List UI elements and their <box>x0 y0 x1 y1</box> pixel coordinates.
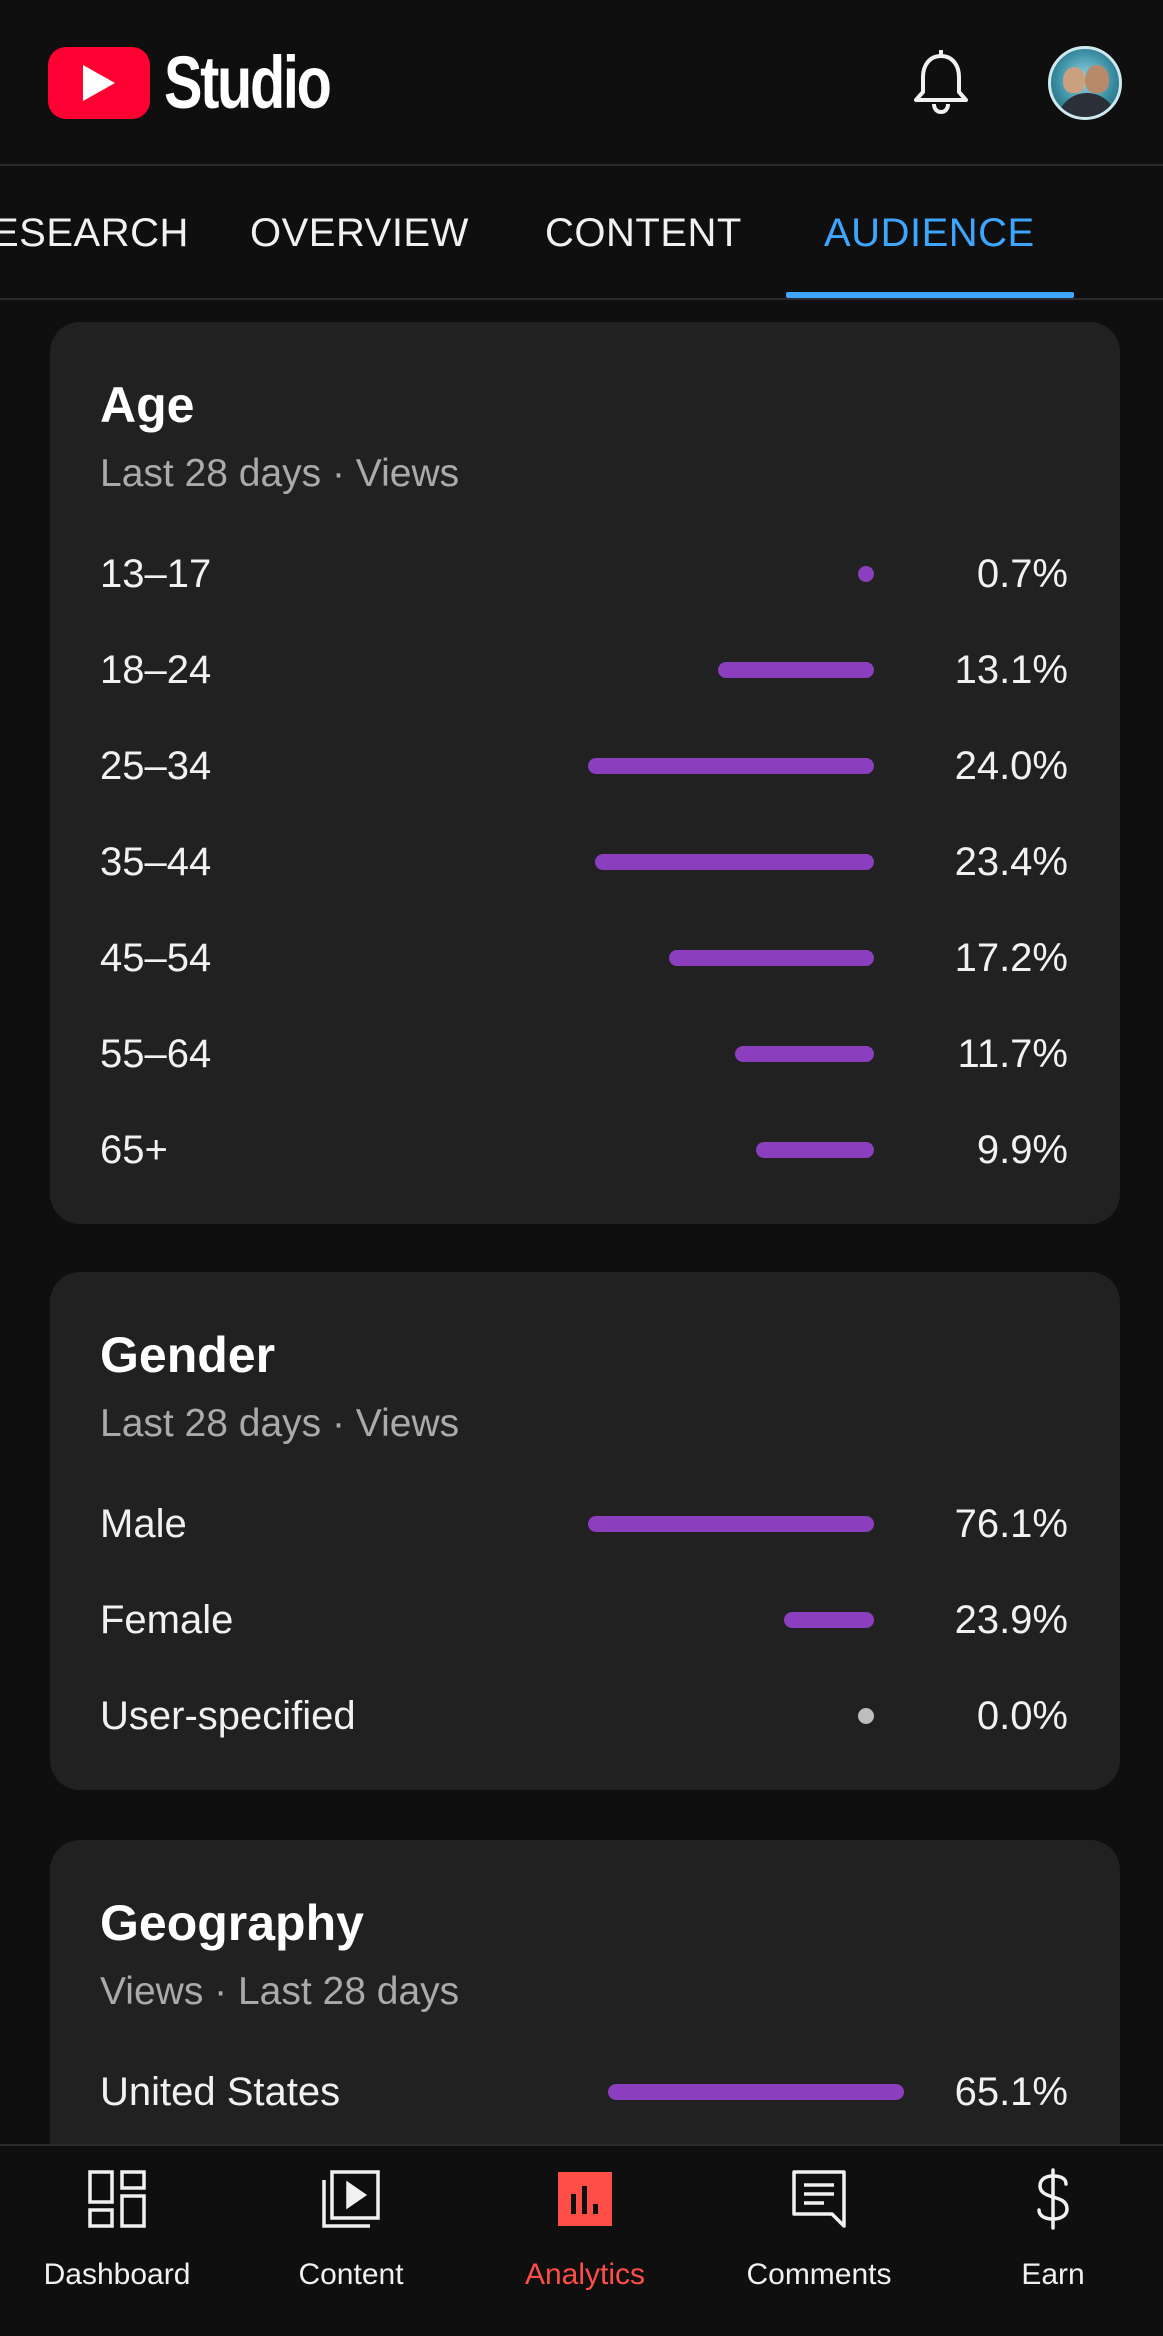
age-row: 13–17 0.7% <box>50 544 1120 604</box>
age-row-bar <box>669 950 874 966</box>
geography-row-label: United States <box>100 2070 341 2114</box>
gender-row-label: User-specified <box>100 1694 356 1738</box>
age-row-percent: 13.1% <box>954 648 1068 692</box>
gender-row-bar <box>588 1516 874 1532</box>
dashboard-icon <box>86 2168 148 2230</box>
age-row: 25–34 24.0% <box>50 736 1120 796</box>
analytics-tabs: ESEARCH OVERVIEW CONTENT AUDIENCE <box>0 168 1163 300</box>
bottom-navigation: Dashboard Content Analytics <box>0 2144 1163 2336</box>
tab-research[interactable]: ESEARCH <box>0 211 189 255</box>
age-row-percent: 24.0% <box>954 744 1068 788</box>
gender-row-label: Male <box>100 1502 187 1546</box>
age-row-bar <box>717 662 874 678</box>
age-row-label: 45–54 <box>100 936 212 980</box>
gender-row-percent: 23.9% <box>954 1598 1068 1642</box>
age-row-bar <box>756 1142 874 1158</box>
geography-row-percent: 65.1% <box>954 2070 1068 2114</box>
nav-dashboard-label: Dashboard <box>43 2258 191 2291</box>
age-row: 18–24 13.1% <box>50 640 1120 700</box>
analytics-icon <box>554 2168 616 2230</box>
comments-icon <box>788 2168 850 2230</box>
tab-audience[interactable]: AUDIENCE <box>824 211 1035 255</box>
bell-icon[interactable] <box>910 49 972 116</box>
age-row-bar <box>595 854 874 870</box>
age-row-label: 65+ <box>100 1128 168 1172</box>
tab-overview[interactable]: OVERVIEW <box>250 211 469 255</box>
nav-earn[interactable]: Earn <box>936 2146 1163 2336</box>
age-row-percent: 23.4% <box>954 840 1068 884</box>
avatar[interactable] <box>1048 46 1122 120</box>
content-icon <box>320 2168 382 2230</box>
nav-content-label: Content <box>298 2258 404 2291</box>
age-row: 45–54 17.2% <box>50 928 1120 988</box>
age-row-percent: 11.7% <box>957 1032 1068 1076</box>
active-tab-indicator <box>786 292 1074 298</box>
dollar-icon <box>1022 2168 1084 2230</box>
age-row-bar <box>734 1046 874 1062</box>
age-row: 65+ 9.9% <box>50 1120 1120 1180</box>
age-row-label: 18–24 <box>100 648 212 692</box>
gender-card-title: Gender <box>100 1327 276 1383</box>
age-row-percent: 9.9% <box>976 1128 1068 1172</box>
age-row-label: 25–34 <box>100 744 212 788</box>
gender-row-percent: 76.1% <box>954 1502 1068 1546</box>
geography-card-subtitle: Views · Last 28 days <box>100 1970 460 2013</box>
geography-card-title: Geography <box>100 1895 364 1951</box>
age-row-bar <box>858 566 874 582</box>
nav-dashboard[interactable]: Dashboard <box>0 2146 234 2336</box>
age-row-bar <box>588 758 874 774</box>
nav-earn-label: Earn <box>1021 2258 1085 2291</box>
studio-logo[interactable]: Studio <box>48 46 376 120</box>
top-app-bar: Studio <box>0 0 1163 166</box>
gender-row-bar <box>784 1612 874 1628</box>
age-row-percent: 0.7% <box>976 552 1068 596</box>
gender-card-subtitle: Last 28 days · Views <box>100 1402 460 1445</box>
gender-card[interactable]: Gender Last 28 days · Views Male 76.1% Fem… <box>50 1272 1120 1790</box>
gender-row: Female 23.9% <box>50 1590 1120 1650</box>
gender-row-bar <box>858 1708 874 1724</box>
age-card-subtitle: Last 28 days · Views <box>100 452 460 495</box>
gender-row: Male 76.1% <box>50 1494 1120 1554</box>
gender-row-label: Female <box>100 1598 234 1642</box>
age-row-label: 55–64 <box>100 1032 212 1076</box>
tab-content[interactable]: CONTENT <box>545 211 742 255</box>
nav-analytics-label: Analytics <box>524 2258 646 2291</box>
age-row: 35–44 23.4% <box>50 832 1120 892</box>
gender-row: User-specified 0.0% <box>50 1686 1120 1746</box>
age-card[interactable]: Age Last 28 days · Views 13–17 0.7% 18–24 1… <box>50 322 1120 1224</box>
nav-comments-label: Comments <box>746 2258 892 2291</box>
age-row-label: 35–44 <box>100 840 212 884</box>
nav-comments[interactable]: Comments <box>702 2146 936 2336</box>
youtube-logo-icon <box>48 47 150 119</box>
gender-row-percent: 0.0% <box>976 1694 1068 1738</box>
age-row-percent: 17.2% <box>954 936 1068 980</box>
age-row: 55–64 11.7% <box>50 1024 1120 1084</box>
age-row-label: 13–17 <box>100 552 212 596</box>
geography-row: United States 65.1% <box>50 2062 1120 2122</box>
nav-analytics[interactable]: Analytics <box>468 2146 702 2336</box>
geography-row-bar <box>608 2084 904 2100</box>
nav-content[interactable]: Content <box>234 2146 468 2336</box>
age-card-title: Age <box>100 377 195 433</box>
brand-name: Studio <box>164 41 332 124</box>
